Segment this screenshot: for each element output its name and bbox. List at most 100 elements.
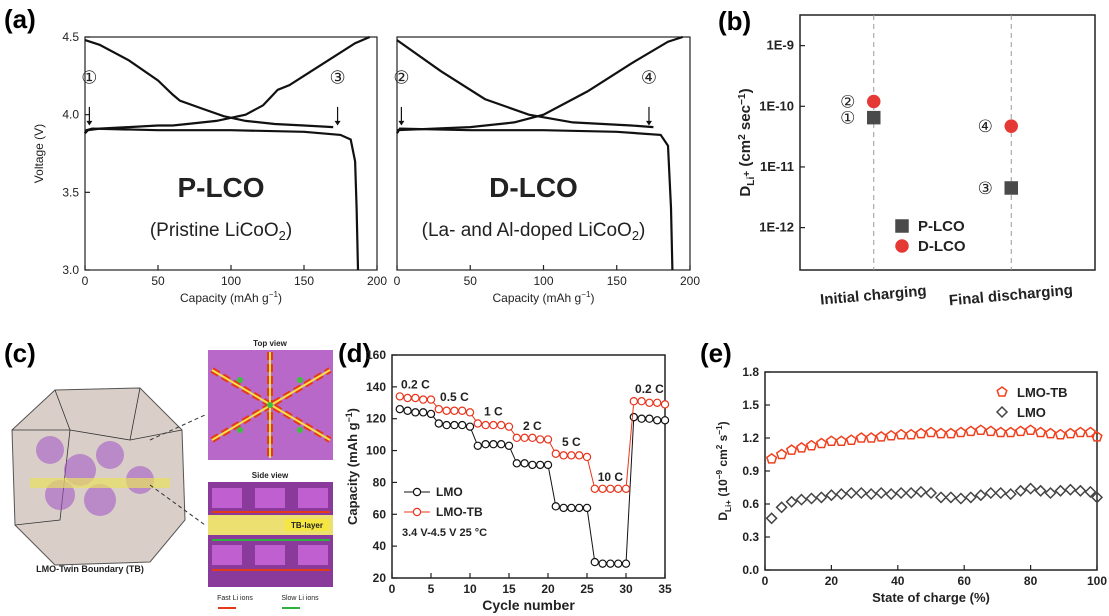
data-point: [598, 559, 607, 568]
y-tick-label: 4.5: [62, 30, 79, 44]
label-part: ): [286, 220, 292, 241]
data-point: [974, 489, 987, 502]
data-point: [567, 503, 576, 513]
data-point: [1014, 484, 1027, 497]
data-point: [497, 420, 506, 430]
data-point: [450, 420, 459, 430]
data-point: [795, 493, 808, 506]
data-point: [543, 435, 553, 444]
label-part: Capacity (mAh g: [345, 422, 360, 525]
data-point: [915, 427, 927, 439]
annotation: ③: [330, 68, 346, 88]
data-point: [559, 503, 568, 513]
data-point: [785, 495, 798, 508]
plot-frame: [391, 354, 666, 579]
data-point: [845, 486, 858, 500]
data-point: [954, 492, 967, 505]
x-tick-label: 60: [958, 574, 972, 588]
data-point: [582, 452, 592, 462]
label-part: (La- and Al-doped LiCoO: [422, 220, 632, 241]
data-point: [419, 408, 428, 417]
data-point: [567, 451, 576, 460]
data-point: [450, 406, 459, 415]
data-point: [934, 491, 948, 504]
data-point: [867, 110, 881, 125]
data-point: [637, 396, 646, 406]
series-line: [396, 39, 654, 129]
data-point: [543, 460, 553, 470]
y-tick-label: 140: [366, 380, 386, 394]
data-point: [984, 486, 997, 500]
label-part: D: [737, 186, 754, 197]
data-point: [965, 425, 977, 437]
y-tick-label: 120: [366, 412, 386, 426]
data-point: [1034, 426, 1047, 438]
data-point: [551, 502, 561, 511]
data-point: [629, 412, 639, 422]
data-point: [925, 426, 937, 438]
ion-label: Slow Li ions: [281, 595, 319, 602]
data-point: [985, 425, 997, 437]
x-tick-label: 50: [151, 274, 165, 288]
x-tick-label: 20: [825, 574, 839, 588]
data-point: [473, 441, 482, 450]
data-point: [955, 426, 967, 438]
data-point: [458, 420, 467, 430]
data-point: [805, 439, 818, 451]
data-point: [1044, 486, 1057, 500]
data-point: [434, 404, 443, 414]
data-point: [629, 396, 639, 406]
data-point: [845, 434, 857, 445]
data-point: [1074, 484, 1087, 497]
data-point: [411, 393, 420, 403]
data-point: [512, 459, 522, 468]
y-tick-label: 0.3: [742, 530, 759, 544]
label-part: ): [716, 421, 730, 425]
x-tick-label: 0: [762, 574, 769, 588]
label-part: ): [737, 88, 754, 93]
data-point: [536, 460, 545, 470]
x-tick-label: 100: [533, 274, 553, 288]
data-point: [582, 503, 592, 513]
data-point: [528, 433, 537, 443]
y-tick-label: 0.6: [742, 497, 759, 511]
data-point: [1005, 426, 1017, 438]
x-tick-label: 25: [580, 582, 594, 596]
x-tick-label: 150: [294, 274, 314, 288]
legend-label: P-LCO: [918, 218, 965, 235]
y-tick-label: 20: [373, 571, 387, 585]
data-point: [994, 486, 1007, 500]
data-point: [442, 406, 451, 415]
data-point: [489, 440, 498, 449]
data-point: [590, 557, 600, 567]
data-point: [645, 398, 654, 407]
rate-label: 10 C: [598, 470, 624, 484]
data-point: [411, 408, 420, 417]
rate-label: 0.2 C: [401, 377, 430, 391]
data-point: [905, 428, 917, 440]
data-point: [825, 435, 838, 447]
data-point: [497, 440, 506, 449]
data-point: [835, 435, 847, 447]
label-part: −1: [269, 290, 279, 299]
x-tick-label: 20: [541, 582, 555, 596]
data-point: [865, 488, 878, 501]
label: Capacity (mAh g−1): [180, 290, 282, 305]
data-point: [1090, 491, 1104, 504]
data-point: [660, 416, 670, 425]
x-tick-label: 80: [1024, 574, 1038, 588]
label-part: ): [591, 291, 595, 305]
label-part: 2: [737, 134, 748, 140]
y-tick-label: 3.0: [62, 263, 79, 277]
data-point: [924, 486, 938, 500]
data-point: [621, 484, 631, 493]
y-tick-label: 1E-10: [759, 98, 794, 113]
data-point: [815, 437, 828, 449]
label-part: 2: [715, 444, 724, 449]
y-tick-label: 1E-11: [760, 159, 794, 174]
series-line: [84, 39, 334, 129]
data-point: [653, 398, 662, 407]
label-part: (cm: [737, 140, 754, 171]
plot-frame: [764, 371, 1098, 571]
